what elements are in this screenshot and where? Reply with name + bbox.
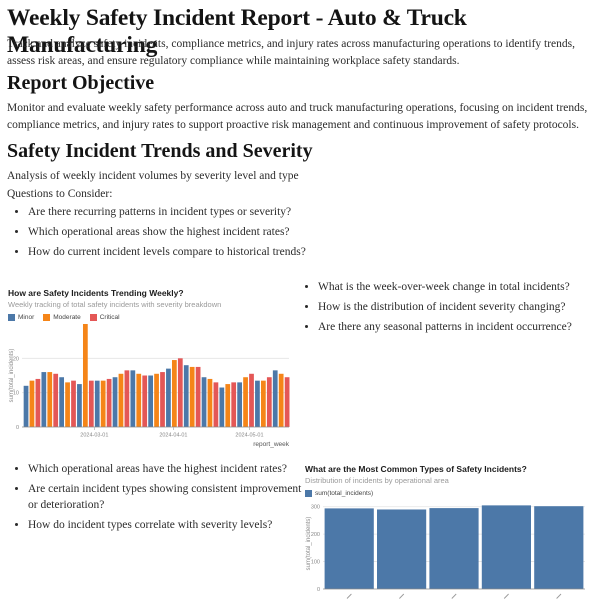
question-item: Which operational areas show the highest…	[28, 225, 567, 241]
section-heading-safety-trends: Safety Incident Trends and Severity	[7, 140, 313, 162]
legend-label: Minor	[18, 314, 35, 322]
questions-list-right: What is the week-over-week change in tot…	[297, 280, 595, 340]
svg-text:100: 100	[311, 560, 320, 566]
svg-text:0: 0	[317, 587, 320, 593]
legend-item: Minor	[8, 314, 35, 322]
trends-intro-text: Analysis of weekly incident volumes by s…	[7, 170, 299, 182]
question-item: What is the week-over-week change in tot…	[318, 280, 595, 296]
question-item: Which operational areas have the highest…	[28, 462, 305, 478]
svg-text:sum(total_incidents): sum(total_incidents)	[9, 349, 15, 403]
svg-text:20: 20	[13, 357, 19, 363]
chart-legend: sum(total_incidents)	[305, 489, 597, 498]
legend-swatch-critical	[89, 314, 97, 322]
chart-subtitle: Weekly tracking of total safety incident…	[8, 300, 222, 310]
chart-title: How are Safety Incidents Trending Weekly…	[8, 288, 184, 298]
question-item: Are there recurring patterns in incident…	[28, 205, 567, 221]
bar-plot-area: 0 10 20 sum(total_incidents) 2024-03-01 2024-…	[8, 322, 300, 453]
svg-text:200: 200	[311, 532, 320, 538]
question-item: Are there any seasonal patterns in incid…	[318, 320, 595, 336]
questions-label: Questions to Consider:	[7, 188, 113, 200]
question-item: How do incident types correlate with sev…	[28, 518, 305, 534]
legend-swatch-moderate	[43, 314, 51, 322]
question-item: How do current incident levels compare t…	[28, 245, 567, 261]
svg-text:2024-05-01: 2024-05-01	[235, 433, 263, 439]
legend-item: Critical	[89, 314, 120, 322]
svg-text:2024-04-01: 2024-04-01	[159, 433, 187, 439]
operational-area-chart: What are the Most Common Types of Safety…	[305, 464, 597, 604]
question-item: Are certain incident types showing consi…	[28, 482, 305, 513]
section-heading-report-objective: Report Objective	[7, 72, 155, 94]
legend-label: sum(total_incidents)	[315, 490, 374, 498]
weekly-trend-chart: How are Safety Incidents Trending Weekly…	[8, 288, 300, 450]
page-description: Track and analyze safety incidents, comp…	[7, 38, 576, 68]
questions-list-left: Are there recurring patterns in incident…	[7, 205, 567, 265]
svg-text:sum(total_incidents): sum(total_incidents)	[306, 517, 312, 571]
legend-label: Critical	[99, 314, 120, 322]
chart-legend: Minor Moderate Critical	[8, 313, 300, 322]
bar-plot-area: 0 100 200 300 sum(total_incidents)	[305, 498, 597, 607]
chart-subtitle: Distribution of incidents by operational…	[305, 476, 449, 486]
svg-text:0: 0	[16, 425, 19, 431]
chart-svg: 0 100 200 300 sum(total_incidents)	[306, 505, 585, 600]
page-title: Weekly Safety Incident Report - Auto & T…	[7, 5, 467, 58]
svg-text:300: 300	[311, 505, 320, 511]
legend-label: Moderate	[53, 314, 81, 322]
svg-text:2024-03-01: 2024-03-01	[80, 433, 108, 439]
legend-item: Moderate	[43, 314, 81, 322]
question-item: How is the distribution of incident seve…	[318, 300, 595, 316]
chart-title: What are the Most Common Types of Safety…	[305, 464, 527, 474]
legend-swatch-total-incidents	[305, 490, 312, 498]
svg-text:report_week: report_week	[253, 441, 290, 448]
report-objective-text: Monitor and evaluate weekly safety perfo…	[7, 102, 588, 132]
questions-list-bottom: Which operational areas have the highest…	[7, 462, 305, 538]
svg-text:10: 10	[13, 391, 19, 397]
legend-swatch-minor	[8, 314, 15, 322]
legend-item: sum(total_incidents)	[305, 490, 374, 498]
